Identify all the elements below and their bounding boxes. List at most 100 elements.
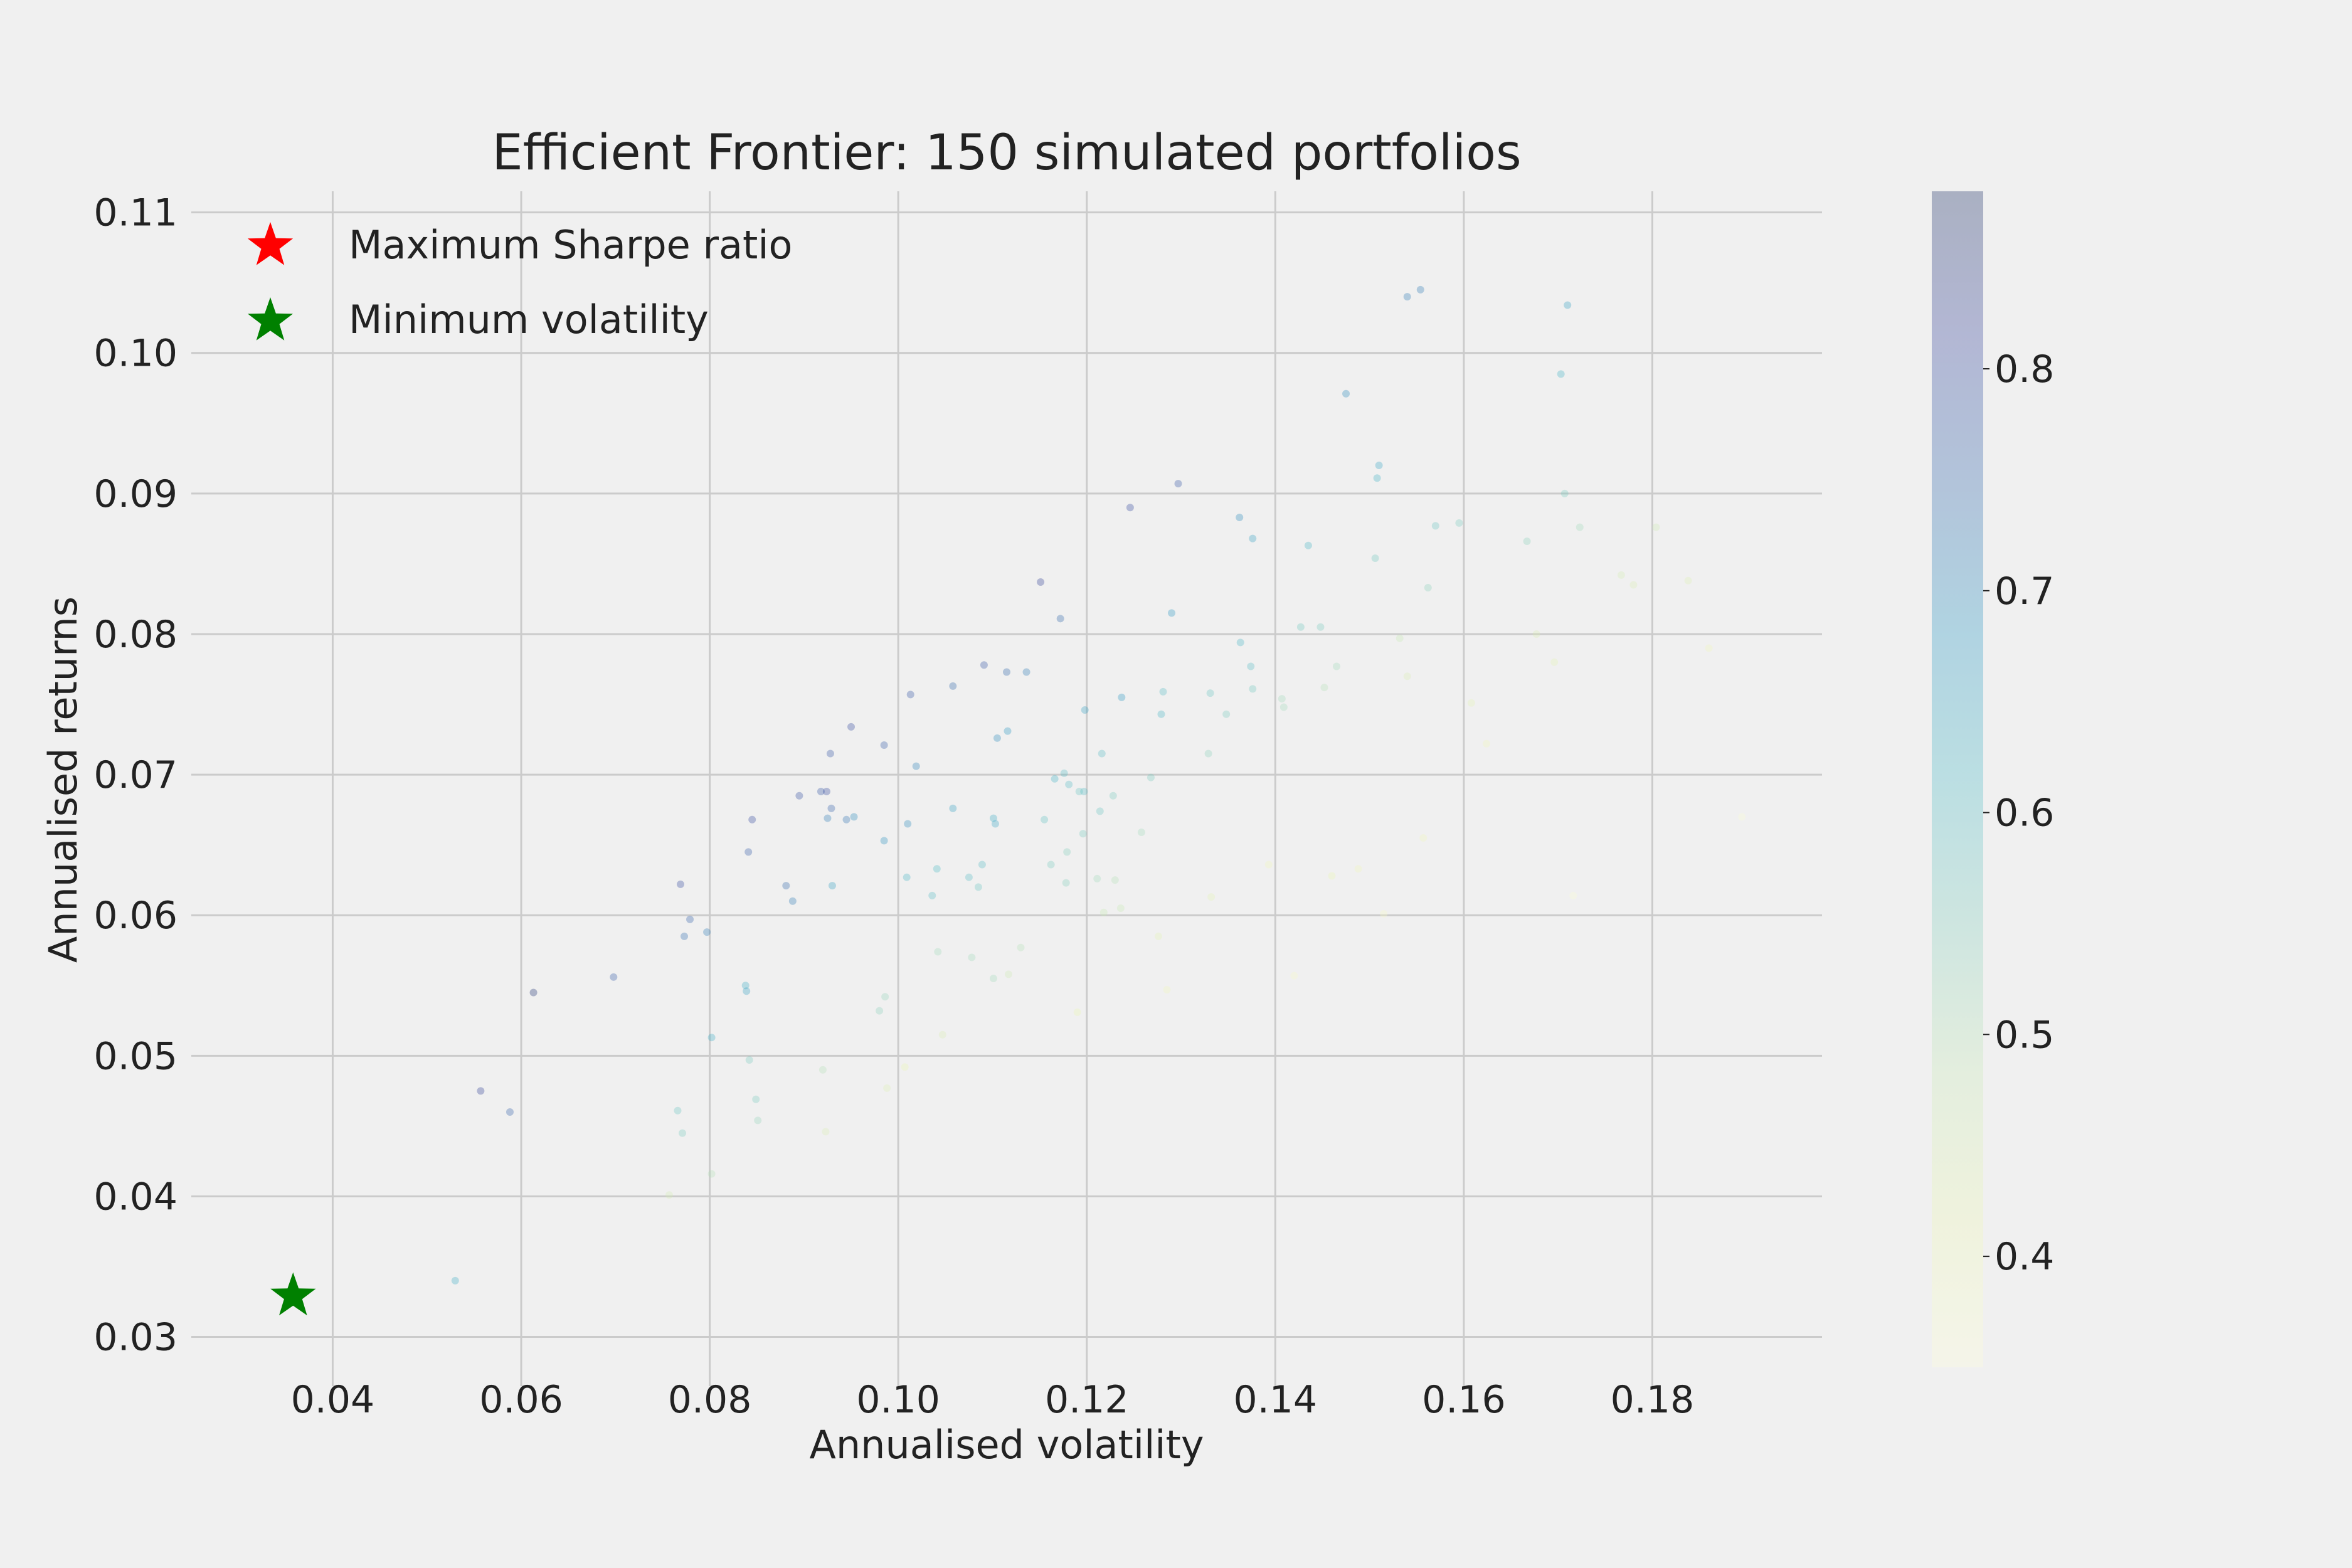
portfolio-point xyxy=(1264,861,1273,869)
portfolio-point xyxy=(1051,775,1059,783)
portfolio-point xyxy=(880,741,888,750)
y-tick-label: 0.11 xyxy=(93,191,177,235)
portfolio-point xyxy=(1557,370,1565,378)
portfolio-point xyxy=(1004,727,1012,735)
portfolio-point xyxy=(1396,634,1404,642)
portfolio-point xyxy=(1168,609,1176,617)
x-axis-ticks: 0.04 0.06 0.08 0.10 0.12 0.14 0.16 0.18 xyxy=(291,1378,1695,1422)
y-tick-label: 0.04 xyxy=(93,1175,177,1219)
portfolio-point xyxy=(610,973,618,981)
portfolio-point xyxy=(1037,578,1045,586)
portfolio-point xyxy=(1080,787,1088,795)
portfolio-point xyxy=(1116,904,1125,912)
portfolio-point xyxy=(1073,1008,1081,1016)
portfolio-point xyxy=(1056,615,1064,623)
y-tick-label: 0.06 xyxy=(93,894,177,938)
portfolio-points xyxy=(270,285,1746,1316)
y-tick-label: 0.08 xyxy=(93,613,177,657)
portfolio-point xyxy=(818,1066,827,1074)
portfolio-point xyxy=(903,873,911,881)
portfolio-point xyxy=(1222,710,1231,718)
portfolio-point xyxy=(1375,462,1383,470)
y-tick-label: 0.05 xyxy=(93,1034,177,1078)
portfolio-point xyxy=(1296,623,1305,631)
portfolio-point xyxy=(665,1191,673,1199)
portfolio-point xyxy=(1705,644,1713,652)
portfolio-point xyxy=(1316,623,1325,631)
portfolio-point xyxy=(934,948,942,956)
portfolio-point xyxy=(681,932,689,940)
portfolio-point xyxy=(1118,693,1126,701)
portfolio-point xyxy=(1560,489,1569,497)
portfolio-point xyxy=(1093,874,1101,882)
portfolio-point xyxy=(1290,972,1298,980)
portfolio-point xyxy=(1147,773,1155,781)
x-tick-label: 0.04 xyxy=(291,1378,375,1422)
colorbar-tick-label: 0.5 xyxy=(1994,1013,2054,1057)
portfolio-point xyxy=(1204,750,1212,758)
portfolio-point xyxy=(827,804,835,812)
portfolio-point xyxy=(1022,668,1030,676)
portfolio-point xyxy=(1629,581,1638,589)
portfolio-point xyxy=(965,873,973,881)
x-tick-label: 0.10 xyxy=(856,1378,940,1422)
portfolio-point xyxy=(1523,538,1531,546)
portfolio-point xyxy=(1532,630,1540,638)
portfolio-point xyxy=(1550,658,1559,666)
portfolio-point xyxy=(1079,830,1087,838)
portfolio-point xyxy=(1304,541,1312,549)
portfolio-point xyxy=(1279,703,1288,711)
portfolio-point xyxy=(1247,662,1255,670)
portfolio-point xyxy=(826,750,834,758)
portfolio-point xyxy=(949,804,957,812)
y-tick-label: 0.07 xyxy=(93,753,177,797)
portfolio-point xyxy=(1003,668,1010,676)
portfolio-point xyxy=(1278,695,1286,703)
portfolio-point xyxy=(974,883,982,891)
portfolio-point xyxy=(1738,813,1746,821)
portfolio-point xyxy=(1154,932,1162,940)
colorbar-tick-label: 0.8 xyxy=(1994,347,2054,391)
portfolio-point xyxy=(904,820,912,828)
portfolio-point xyxy=(451,1276,459,1285)
portfolio-point xyxy=(795,792,803,800)
x-tick-label: 0.06 xyxy=(479,1378,563,1422)
portfolio-point xyxy=(1062,879,1070,887)
portfolio-point xyxy=(1328,872,1336,880)
portfolio-point xyxy=(881,993,889,1001)
portfolio-point xyxy=(822,1128,830,1136)
colorbar: 0.4 0.5 0.6 0.7 0.8 xyxy=(1932,191,2054,1367)
colorbar-tick-label: 0.7 xyxy=(1994,569,2054,613)
portfolio-point xyxy=(1455,519,1463,527)
portfolio-point xyxy=(989,814,997,822)
portfolio-point xyxy=(529,988,538,997)
portfolio-point xyxy=(1342,389,1350,398)
portfolio-point xyxy=(1096,807,1104,815)
portfolio-point xyxy=(949,682,957,690)
portfolio-point xyxy=(850,813,858,821)
colorbar-ticks: 0.4 0.5 0.6 0.7 0.8 xyxy=(1983,347,2054,1279)
portfolio-point xyxy=(1163,985,1171,993)
portfolio-point xyxy=(928,891,936,899)
portfolio-point xyxy=(1207,893,1216,901)
legend-label-max-sharpe: Maximum Sharpe ratio xyxy=(349,222,793,268)
portfolio-point xyxy=(1206,689,1214,697)
y-tick-label: 0.03 xyxy=(93,1316,177,1360)
portfolio-point xyxy=(991,820,999,828)
portfolio-point xyxy=(741,982,750,990)
portfolio-point xyxy=(707,1034,716,1042)
portfolio-point xyxy=(906,691,914,699)
portfolio-point xyxy=(1249,534,1257,543)
colorbar-gradient xyxy=(1932,191,1983,1367)
portfolio-point xyxy=(1099,908,1108,916)
portfolio-point xyxy=(679,1129,687,1137)
portfolio-point xyxy=(883,1084,891,1092)
portfolio-point xyxy=(1467,699,1475,707)
portfolio-point xyxy=(1236,638,1244,647)
grid xyxy=(191,191,1822,1386)
portfolio-point xyxy=(1652,523,1660,531)
portfolio-point xyxy=(1403,672,1411,681)
portfolio-point xyxy=(1126,504,1134,512)
portfolio-point xyxy=(752,1095,760,1103)
